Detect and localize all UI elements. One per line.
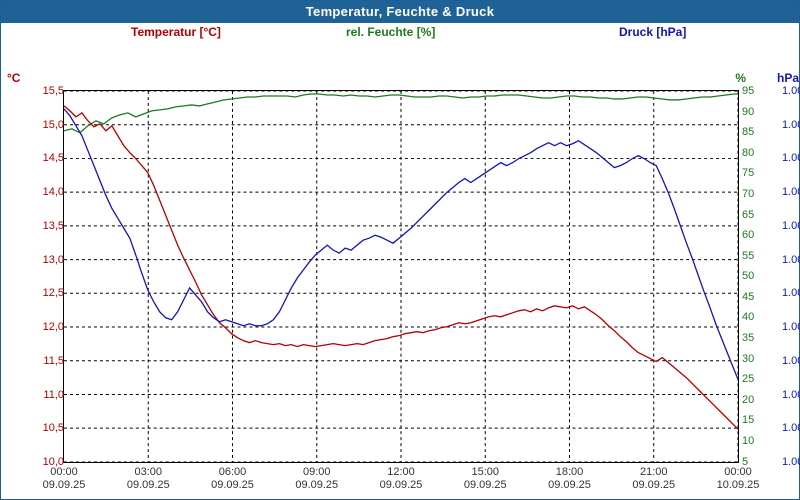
series-legend-header: Temperatur [°C] rel. Feuchte [%] Druck […	[1, 23, 799, 45]
y-right-hpa-tick: 1.004	[738, 186, 800, 198]
axis-unit-percent: %	[735, 71, 746, 85]
axis-unit-celsius: °C	[7, 71, 20, 85]
y-left-tick: 13,0	[8, 254, 64, 266]
x-tick: 21:00 09.09.25	[632, 462, 675, 492]
y-left-tick: 15,5	[8, 85, 64, 97]
y-left-tick: 10,5	[8, 422, 64, 434]
y-right-hpa-tick: 1.003	[738, 355, 800, 367]
y-right-hpa-tick: 1.003	[738, 321, 800, 333]
x-tick: 00:00 09.09.25	[43, 462, 86, 492]
plot-area-wrapper: °C % hPa 15,5 15,0 14,5 14,0 13,5 13,0 1…	[1, 45, 800, 500]
y-left-tick: 15,0	[8, 119, 64, 131]
y-right-pct-tick: 90	[738, 106, 754, 118]
y-left-tick: 14,5	[8, 152, 64, 164]
chart-grid-and-lines	[64, 91, 738, 462]
y-right-hpa-tick: 1.002	[738, 422, 800, 434]
legend-label-humidity: rel. Feuchte [%]	[346, 25, 435, 39]
y-left-tick: 11,0	[8, 389, 64, 401]
y-right-pct-tick: 10	[738, 435, 754, 447]
y-right-hpa-tick: 1.002	[738, 389, 800, 401]
y-right-hpa-tick: 1.004	[738, 119, 800, 131]
x-tick: 03:00 09.09.25	[127, 462, 170, 492]
y-right-pct-tick: 75	[738, 167, 754, 179]
y-left-tick: 12,5	[8, 287, 64, 299]
y-right-hpa-tick: 1.003	[738, 287, 800, 299]
y-right-hpa-tick: 1.003	[738, 220, 800, 232]
y-right-hpa-tick: 1.004	[738, 85, 800, 97]
y-left-tick: 12,0	[8, 321, 64, 333]
y-right-hpa-tick: 1.003	[738, 254, 800, 266]
y-right-pct-tick: 65	[738, 209, 754, 221]
x-tick: 09:00 09.09.25	[295, 462, 338, 492]
x-tick: 06:00 09.09.25	[211, 462, 254, 492]
pressure-line-series[interactable]	[64, 109, 738, 380]
x-tick: 15:00 09.09.25	[464, 462, 507, 492]
y-left-tick: 13,5	[8, 220, 64, 232]
y-left-tick: 14,0	[8, 186, 64, 198]
y-left-tick: 11,5	[8, 355, 64, 367]
y-right-pct-tick: 35	[738, 332, 754, 344]
x-tick: 12:00 09.09.25	[380, 462, 423, 492]
chart-plot-canvas[interactable]: 15,5 15,0 14,5 14,0 13,5 13,0 12,5 12,0 …	[63, 90, 739, 463]
window-title: Temperatur, Feuchte & Druck	[1, 1, 799, 23]
temperature-line-series[interactable]	[64, 106, 738, 429]
axis-unit-hpa: hPa	[777, 71, 799, 85]
legend-label-temperature: Temperatur [°C]	[131, 25, 221, 39]
x-tick: 18:00 09.09.25	[548, 462, 591, 492]
x-tick: 00:00 10.09.25	[717, 462, 760, 492]
legend-label-pressure: Druck [hPa]	[619, 25, 686, 39]
y-right-pct-tick: 25	[738, 373, 754, 385]
y-right-hpa-tick: 1.004	[738, 152, 800, 164]
y-right-pct-tick: 50	[738, 270, 754, 282]
weather-chart-window: Temperatur, Feuchte & Druck Temperatur […	[0, 0, 800, 500]
